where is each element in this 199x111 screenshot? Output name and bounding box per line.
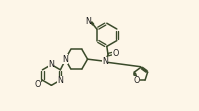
Text: N: N xyxy=(58,76,63,85)
Text: O: O xyxy=(112,49,119,58)
Text: N: N xyxy=(48,60,54,69)
Text: N: N xyxy=(102,57,108,66)
Text: N: N xyxy=(85,17,91,26)
Text: O: O xyxy=(133,76,139,85)
Text: O: O xyxy=(34,80,41,89)
Text: N: N xyxy=(62,55,68,64)
